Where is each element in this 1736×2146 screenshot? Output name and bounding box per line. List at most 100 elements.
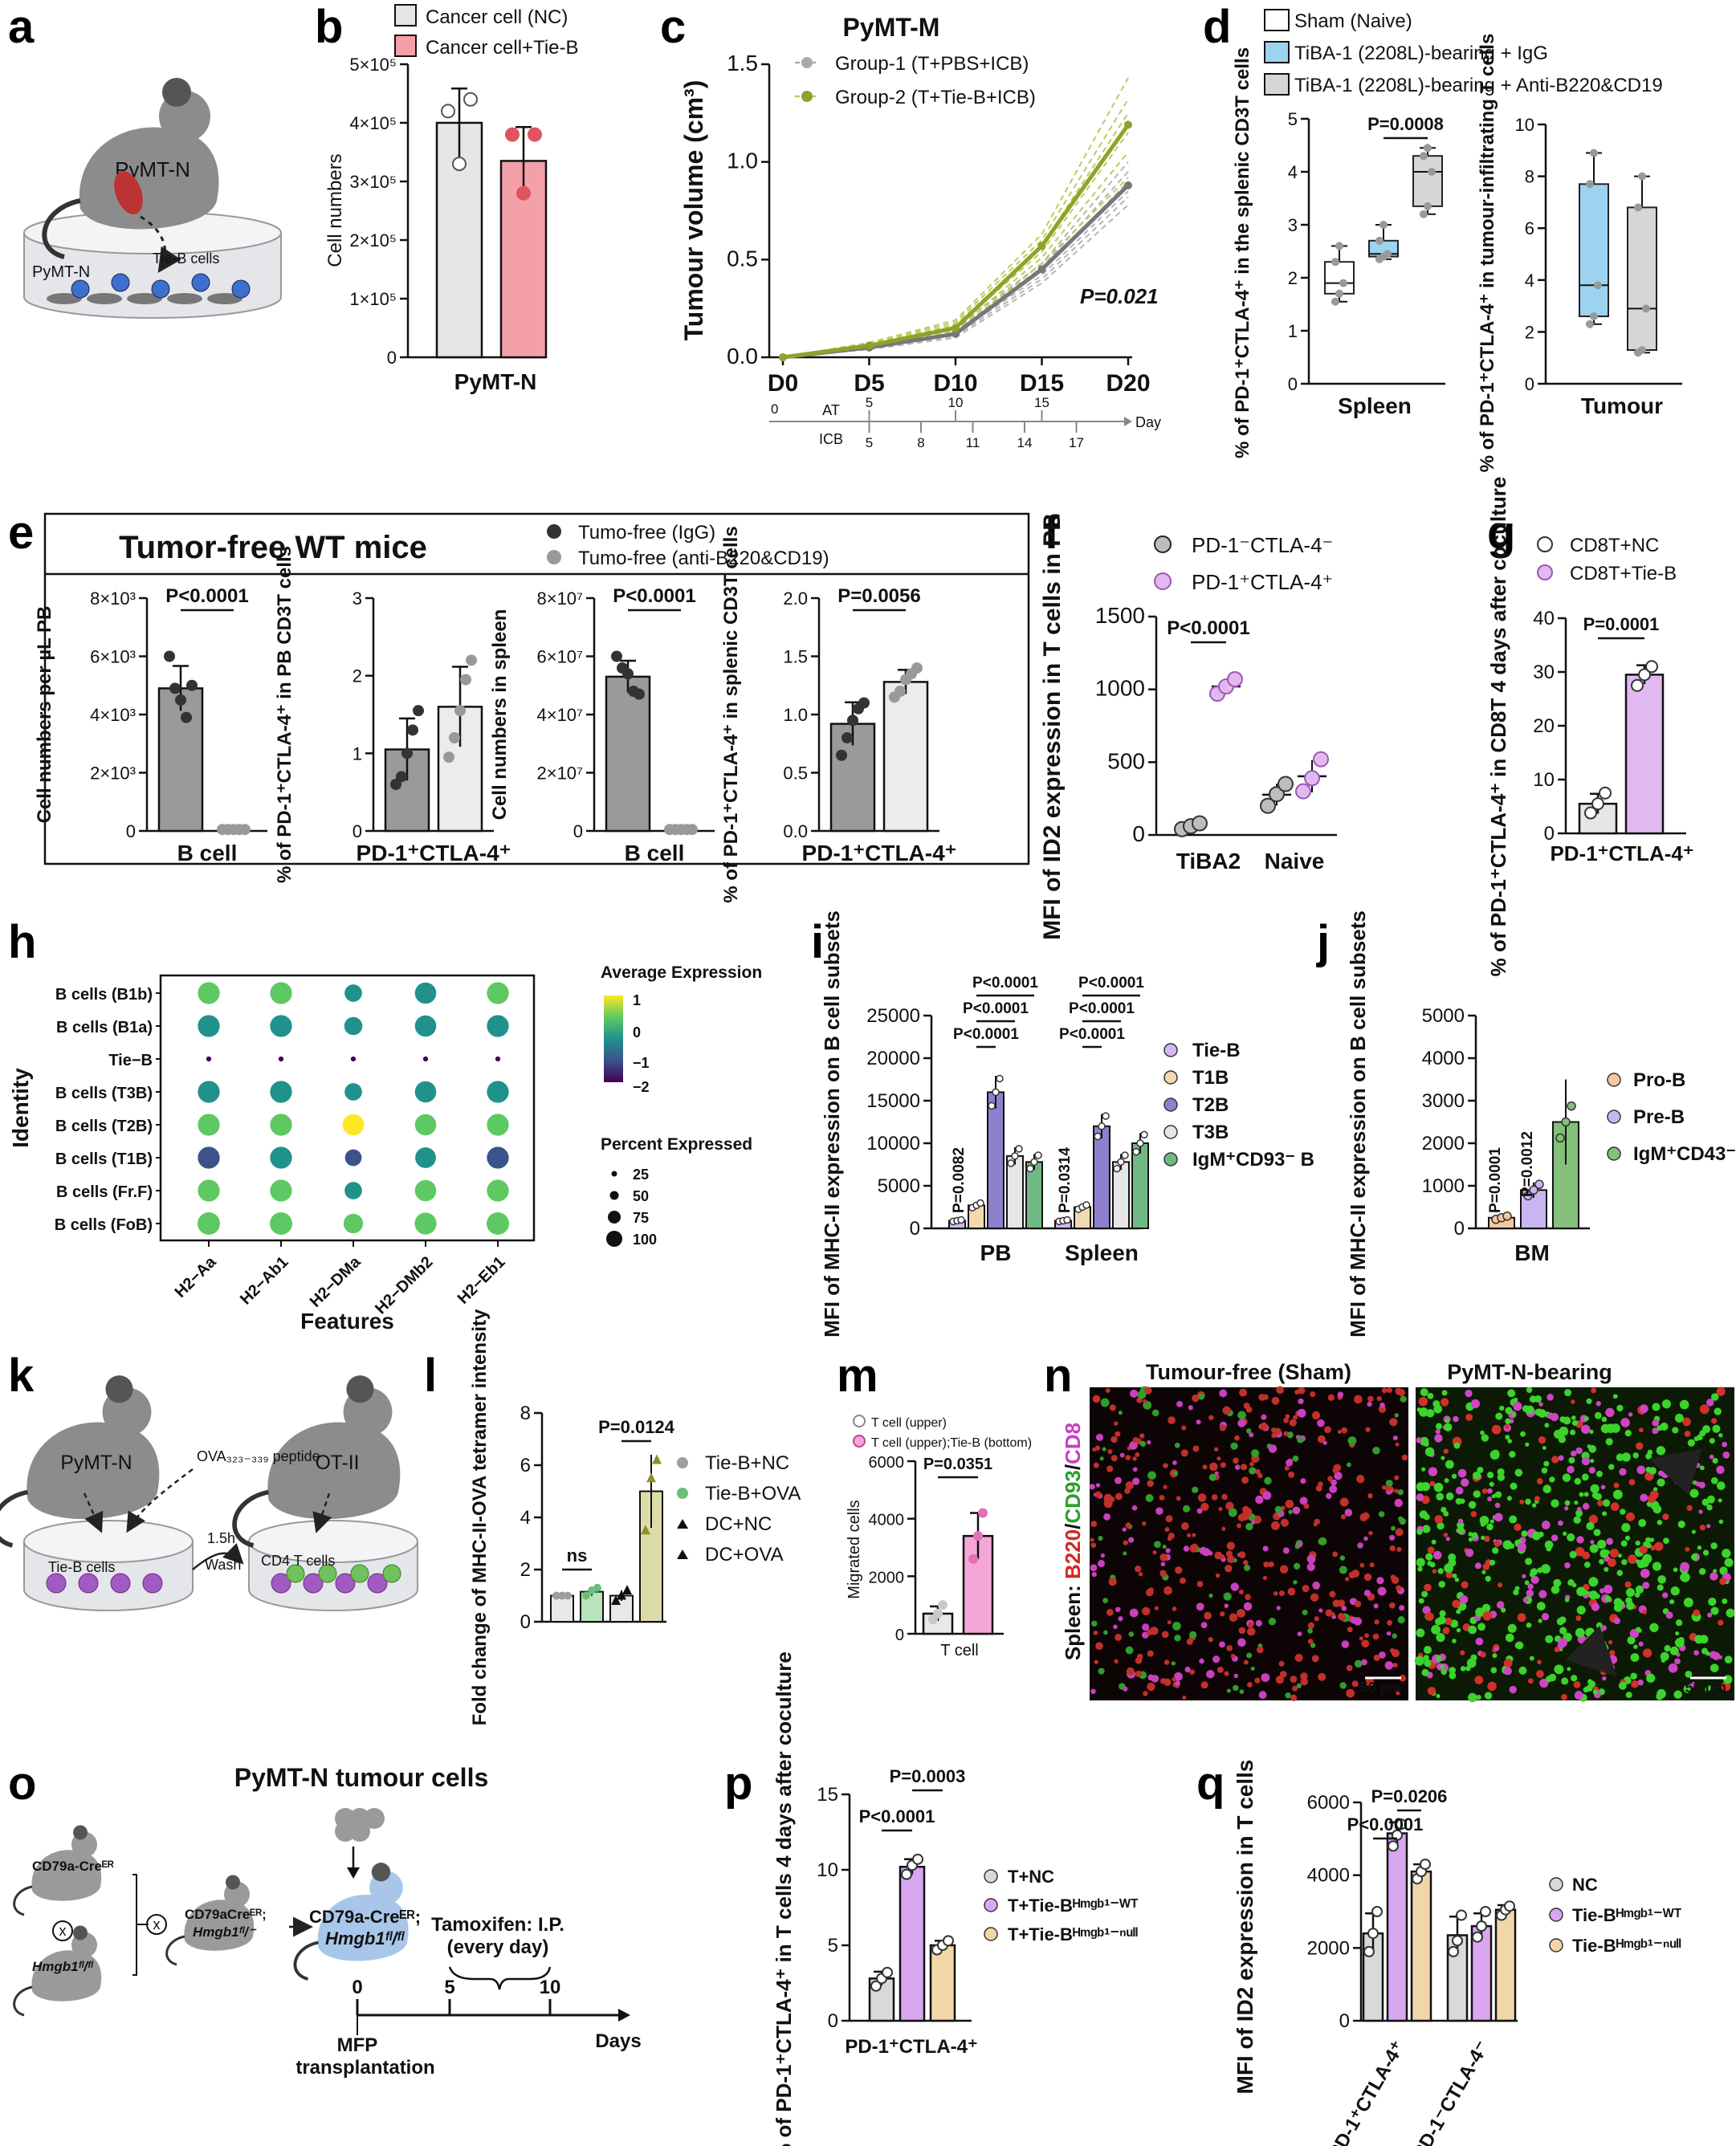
- panel-k-dish2-label: CD4 T cells: [261, 1553, 335, 1569]
- panel-n-left-signal: [1347, 1627, 1353, 1633]
- panel-n-right-signal: [1693, 1609, 1701, 1617]
- panel-n-right-signal: [1436, 1492, 1445, 1501]
- panel-n-right-signal: [1649, 1537, 1655, 1542]
- panel-i-data-point: [992, 1088, 1000, 1097]
- panel-n-left-signal: [1346, 1688, 1355, 1698]
- panel-l-data-point: [617, 1590, 626, 1600]
- panel-o-mouse-3-label-b: Hmgb1ᶠˡ/⁻: [193, 1924, 257, 1940]
- panel-n-right-signal: [1595, 1470, 1603, 1477]
- panel-n-right-signal: [1588, 1680, 1596, 1688]
- panel-n-left-signal: [1397, 1388, 1405, 1397]
- panel-n-right-signal: [1541, 1467, 1548, 1474]
- panel-n-right-signal: [1685, 1670, 1693, 1678]
- panel-n-right-signal: [1707, 1612, 1713, 1618]
- panel-n-left-signal: [1255, 1619, 1262, 1627]
- panel-n-left-signal: [1176, 1496, 1181, 1501]
- panel-n-right-signal: [1618, 1681, 1627, 1690]
- panel-n-left-signal: [1164, 1526, 1170, 1532]
- panel-k-cd4-cell: [286, 1564, 305, 1583]
- panel-n-right-signal: [1442, 1627, 1450, 1635]
- panel-e-sub2-igg-data-point: [390, 779, 401, 790]
- panel-n-right-signal: [1567, 1533, 1575, 1542]
- panel-n-right-signal: [1691, 1529, 1696, 1534]
- panel-k-tieb-cell: [110, 1573, 131, 1594]
- panel-n-left-signal: [1307, 1639, 1314, 1644]
- panel-k-tieb-cell: [335, 1573, 356, 1594]
- panel-l-data-point: [622, 1585, 632, 1594]
- panel-n-right-signal: [1674, 1456, 1679, 1460]
- panel-n-right-signal: [1570, 1429, 1576, 1435]
- panel-n-right-signal: [1427, 1687, 1436, 1696]
- panel-n-right-signal: [1484, 1692, 1493, 1700]
- panel-o-mouse-1: [13, 1825, 102, 1916]
- panel-j-data-point: [1534, 1179, 1544, 1189]
- panel-n-left-signal: [1107, 1449, 1113, 1455]
- panel-q-legend-label: Tie-Bᴴᵐᵍᵇ¹⁻ᵂᵀ: [1572, 1905, 1682, 1925]
- panel-p-2-bar: [929, 1944, 956, 2022]
- panel-n-right-signal: [1682, 1417, 1691, 1427]
- panel-letter-c: c: [660, 1, 687, 53]
- panel-n-right-signal: [1558, 1455, 1564, 1461]
- panel-c-at-day: 5: [866, 395, 873, 410]
- panel-n-right-signal: [1711, 1418, 1718, 1424]
- panel-n-right-signal: [1631, 1680, 1639, 1688]
- panel-a-tieb-cell: [191, 273, 210, 292]
- panel-n-left-signal: [1167, 1620, 1172, 1625]
- panel-n-right-signal: [1645, 1453, 1652, 1460]
- panel-n-left-signal: [1143, 1691, 1148, 1696]
- panel-n-right-signal: [1504, 1424, 1510, 1429]
- panel-n-left-signal: [1257, 1646, 1264, 1654]
- panel-b-tieb-data-point: [505, 127, 520, 142]
- panel-f-y-tick-label: 1000: [1095, 676, 1145, 701]
- panel-n-right-signal: [1519, 1499, 1525, 1505]
- panel-h-dot: [487, 1081, 509, 1103]
- panel-o-cross-symbol: [52, 1920, 73, 1941]
- panel-p-legend-marker: [984, 1898, 998, 1912]
- panel-n-left-signal: [1091, 1620, 1098, 1627]
- panel-n-right-signal: [1714, 1407, 1722, 1415]
- panel-n-left-signal: [1233, 1673, 1239, 1679]
- panel-n-right-signal: [1571, 1399, 1575, 1404]
- panel-n-left-signal: [1245, 1522, 1253, 1531]
- panel-n-right-signal: [1652, 1427, 1659, 1435]
- panel-f-y-tick-label: 0: [1132, 821, 1145, 846]
- panel-n-left-signal: [1125, 1455, 1131, 1460]
- panel-n-right-signal: [1455, 1486, 1464, 1495]
- panel-n-left-signal: [1115, 1634, 1123, 1641]
- panel-e-sub3-igg-bar: [605, 675, 651, 833]
- panel-n-right-signal: [1517, 1542, 1526, 1552]
- panel-n-left-signal: [1115, 1476, 1122, 1484]
- panel-i-group0-b-p-value: P<0.0001: [963, 1000, 1029, 1017]
- panel-n-left-signal: [1215, 1573, 1220, 1578]
- panel-d-spleen-y-tick-label: 4: [1288, 162, 1298, 182]
- panel-n-left-signal: [1110, 1435, 1118, 1444]
- panel-m-y-tick-label: 6000: [869, 1454, 905, 1472]
- panel-n-left-signal: [1310, 1593, 1319, 1602]
- panel-n-right-signal: [1672, 1427, 1679, 1434]
- panel-n-left-signal: [1214, 1471, 1219, 1476]
- panel-i-data-point: [1063, 1216, 1071, 1224]
- panel-letter-f: f: [1044, 507, 1060, 559]
- panel-e-sub3-x-label: B cell: [625, 841, 685, 865]
- panel-n-left-signal: [1332, 1551, 1339, 1558]
- panel-n-right-signal: [1599, 1588, 1605, 1594]
- panel-j-data-point: [1561, 1117, 1571, 1127]
- panel-n-right-signal: [1497, 1473, 1506, 1481]
- panel-n-right-signal: [1531, 1503, 1537, 1508]
- panel-f-pos-data-point: [1227, 670, 1243, 687]
- panel-h-size-legend-dot: [608, 1211, 621, 1224]
- panel-f-x-tick-label: TiBA2: [1176, 849, 1241, 873]
- panel-n-right-signal: [1456, 1627, 1461, 1633]
- panel-n-left-signal: [1344, 1509, 1353, 1517]
- panel-q-1-0-data-point: [1456, 1909, 1467, 1921]
- panel-h-colorbar-tick: 1: [633, 992, 641, 1008]
- panel-g-y-tick-label: 10: [1533, 769, 1555, 791]
- panel-n-right-signal: [1416, 1628, 1425, 1638]
- panel-n-left-signal: [1163, 1659, 1170, 1665]
- panel-n-right-signal: [1445, 1537, 1450, 1541]
- panel-n-right-signal: [1538, 1402, 1543, 1407]
- panel-h-colorbar-tick: −1: [633, 1055, 650, 1071]
- panel-d-tumour-1-data-point: [1638, 172, 1646, 181]
- panel-o-tumour-cell: [349, 1821, 370, 1842]
- panel-j-p-value-0: P=0.0001: [1487, 1147, 1504, 1213]
